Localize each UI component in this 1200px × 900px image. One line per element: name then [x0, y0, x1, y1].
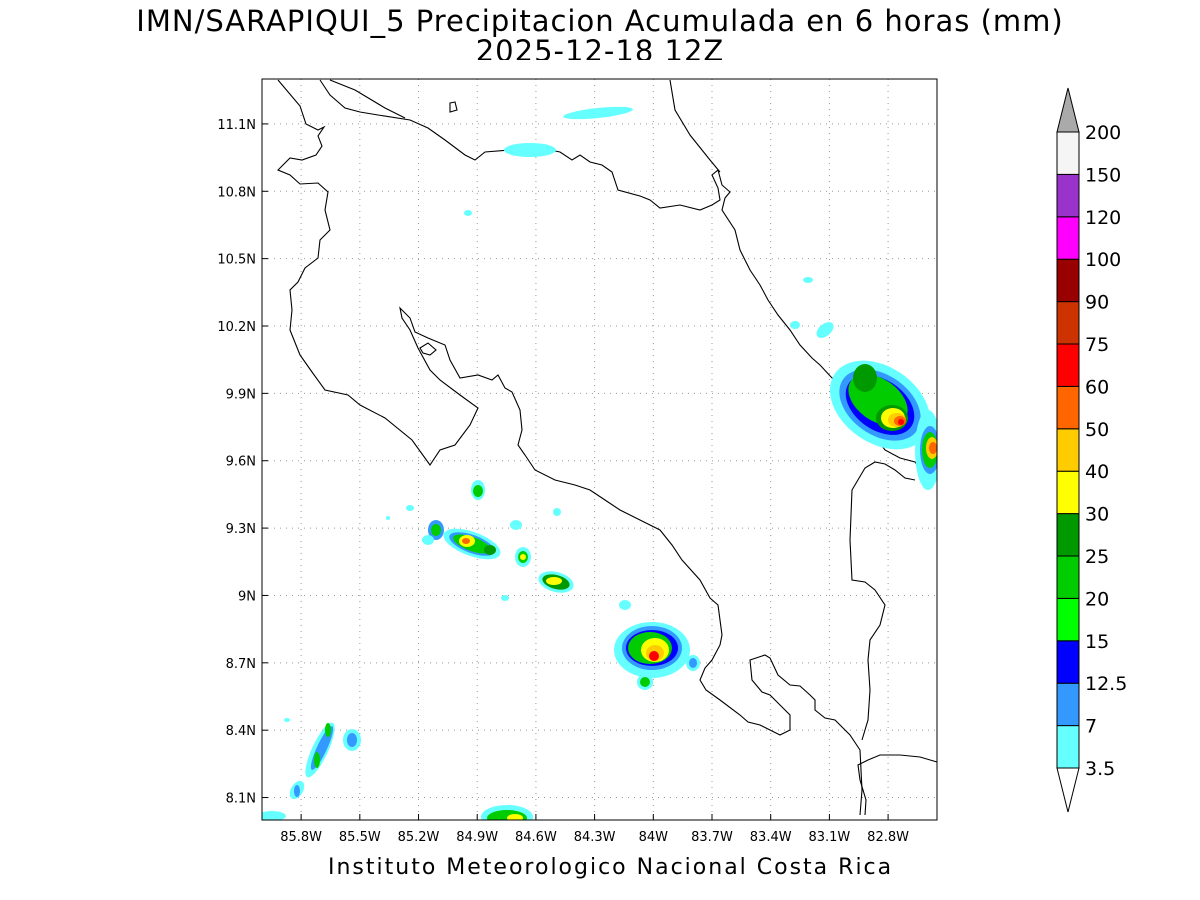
x-tick-label: 83.4W	[750, 830, 792, 845]
y-tick-label: 9N	[238, 589, 256, 604]
x-tick-label: 83.1W	[808, 830, 850, 845]
x-tick-label: 83.7W	[691, 830, 733, 845]
colorbar-swatch	[1056, 640, 1080, 684]
colorbar-label: 50	[1085, 419, 1109, 441]
colorbar-label: 20	[1085, 588, 1109, 610]
map-grid	[262, 79, 937, 820]
colorbar-swatch	[1056, 385, 1080, 430]
colorbar-label: 200	[1085, 122, 1121, 144]
x-tick-label: 82.8W	[867, 830, 909, 845]
x-tick-label: 84W	[639, 830, 669, 845]
x-tick-label: 85.8W	[280, 830, 322, 845]
colorbar-swatch	[1056, 343, 1080, 387]
colorbar-label: 150	[1085, 164, 1121, 186]
x-tick-label: 84.3W	[574, 830, 616, 845]
y-tick-label: 10.5N	[217, 253, 256, 268]
x-tick-label: 84.6W	[515, 830, 557, 845]
x-tick-label: 85.5W	[339, 830, 381, 845]
y-tick-label: 9.3N	[226, 522, 256, 537]
colorbar-swatch	[1056, 470, 1080, 515]
colorbar-swatch	[1056, 597, 1080, 642]
colorbar-label: 15	[1085, 631, 1109, 653]
colorbar-swatch	[1056, 258, 1080, 303]
colorbar-swatch	[1056, 725, 1080, 769]
colorbar-label: 3.5	[1085, 758, 1115, 780]
colorbar-label: 120	[1085, 207, 1121, 229]
colorbar-over-arrow	[1056, 87, 1080, 133]
colorbar-label: 40	[1085, 461, 1109, 483]
x-tick-label: 84.9W	[456, 830, 498, 845]
coastline	[277, 79, 938, 816]
y-tick-label: 8.1N	[226, 792, 256, 807]
colorbar-label: 90	[1085, 292, 1109, 314]
colorbar-label: 100	[1085, 249, 1121, 271]
x-tick-label: 85.2W	[398, 830, 440, 845]
colorbar-swatch	[1056, 682, 1080, 727]
colorbar-swatch	[1056, 513, 1080, 557]
colorbar-label: 75	[1085, 334, 1109, 356]
y-tick-label: 9.6N	[226, 455, 256, 470]
colorbar-label: 30	[1085, 504, 1109, 526]
frame-mask	[0, 60, 1000, 900]
colorbar-under-arrow	[1056, 767, 1080, 813]
y-tick-label: 8.7N	[226, 657, 256, 672]
colorbar-legend: 3.5 7 12.5 15 20 25 30 40 50 60 75 90 100 120 150 200	[1056, 87, 1127, 813]
colorbar-label: 25	[1085, 546, 1109, 568]
colorbar-swatch	[1056, 131, 1080, 175]
colorbar-swatch	[1056, 555, 1080, 599]
y-tick-label: 8.4N	[226, 724, 256, 739]
colorbar-swatch	[1056, 216, 1080, 260]
colorbar-label: 7	[1085, 716, 1097, 738]
y-tick-label: 9.9N	[226, 387, 256, 402]
precipitation-cells	[258, 106, 941, 829]
footer-credit: Instituto Meteorologico Nacional Costa R…	[328, 855, 894, 880]
map-frame	[261, 78, 938, 821]
y-axis-ticks: 11.1N 10.8N 10.5N 10.2N 9.9N 9.6N 9.3N 9N 8.7N 8.…	[217, 118, 268, 807]
map-title: IMN/SARAPIQUI_5 Precipitacion Acumulada …	[136, 4, 1064, 38]
colorbar-swatch	[1056, 428, 1080, 472]
y-tick-label: 10.8N	[217, 185, 256, 200]
colorbar-label: 60	[1085, 376, 1109, 398]
colorbar-swatch	[1056, 301, 1080, 345]
x-axis-ticks: 85.8W 85.5W 85.2W 84.9W 84.6W 84.3W 84W 83.7W 83…	[280, 814, 909, 845]
colorbar-swatch	[1056, 173, 1080, 218]
y-tick-label: 10.2N	[217, 320, 256, 335]
y-tick-label: 11.1N	[217, 118, 256, 133]
colorbar-label: 12.5	[1085, 673, 1127, 695]
